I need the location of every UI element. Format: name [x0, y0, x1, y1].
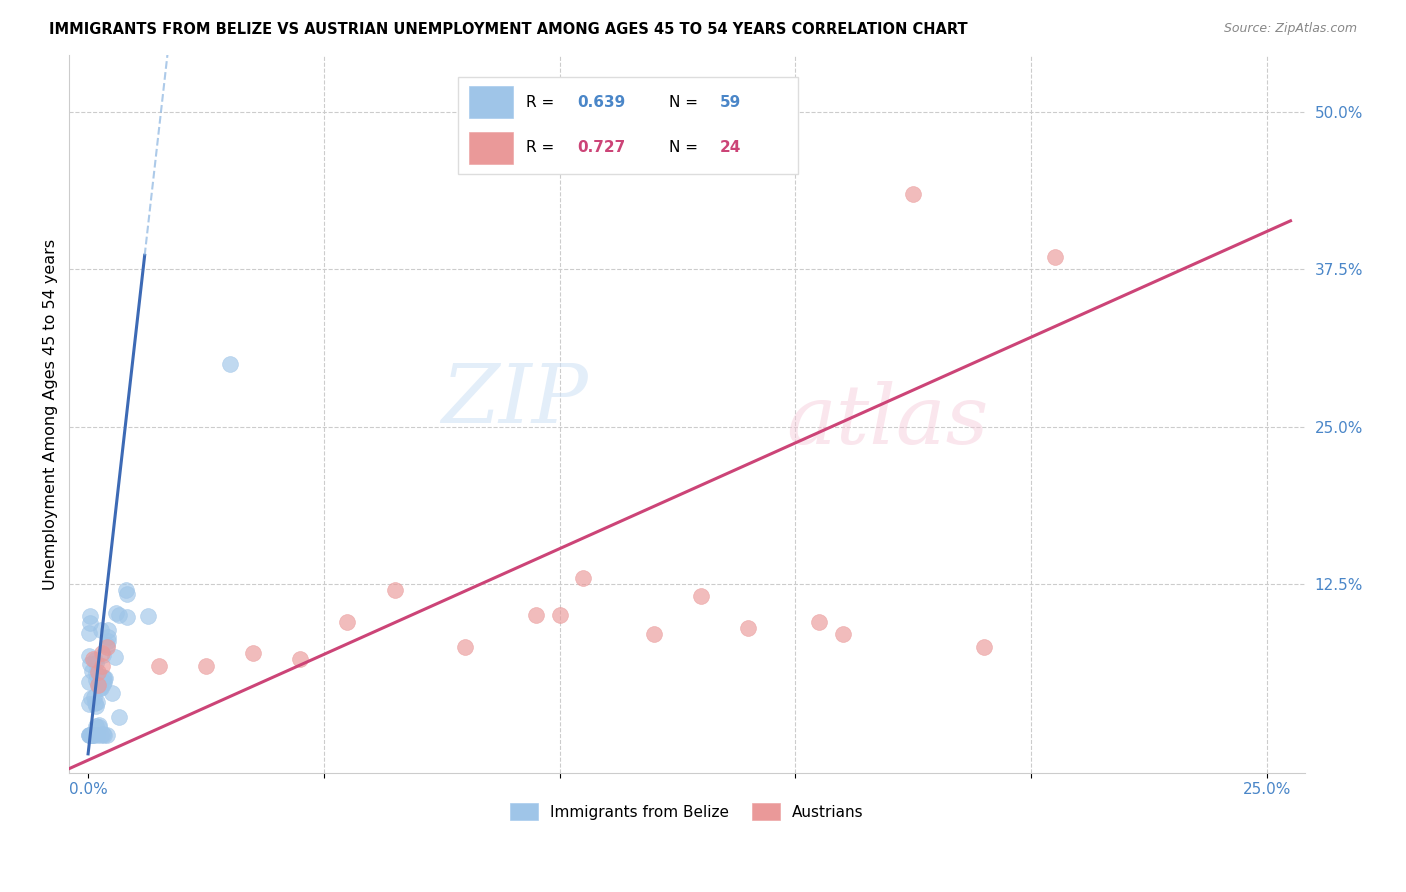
Point	[80, 690, 103, 705]
Point	[643, 627, 665, 641]
Point	[77, 728, 100, 742]
Point	[77, 698, 100, 712]
Point	[82, 728, 104, 742]
Point	[91, 677, 114, 691]
Point	[454, 640, 477, 654]
Point	[86, 695, 108, 709]
Point	[84, 666, 107, 681]
Point	[690, 590, 713, 604]
Point	[77, 648, 100, 663]
Point	[94, 671, 117, 685]
Point	[82, 652, 104, 666]
Point	[86, 665, 108, 679]
Point	[290, 652, 312, 666]
Point	[384, 583, 406, 598]
Point	[524, 608, 547, 623]
Point	[79, 608, 101, 623]
Point	[91, 658, 114, 673]
Point	[148, 658, 170, 673]
Point	[737, 621, 759, 635]
Point	[79, 616, 101, 631]
Point	[77, 675, 100, 690]
Point	[807, 615, 830, 629]
Point	[90, 672, 112, 686]
Point	[96, 728, 118, 742]
Point	[79, 728, 101, 742]
Point	[84, 653, 107, 667]
Point	[91, 646, 114, 660]
Point	[108, 710, 131, 724]
Point	[831, 627, 853, 641]
Point	[93, 727, 115, 741]
Point	[104, 606, 127, 620]
Point	[90, 623, 112, 637]
Point	[117, 610, 139, 624]
Point	[572, 571, 595, 585]
Point	[84, 696, 107, 710]
Text: Source: ZipAtlas.com: Source: ZipAtlas.com	[1223, 22, 1357, 36]
Point	[93, 671, 115, 685]
Point	[90, 728, 112, 742]
Point	[96, 638, 118, 652]
Point	[79, 728, 101, 742]
Point	[973, 640, 995, 654]
Point	[93, 674, 115, 689]
Point	[87, 719, 110, 733]
Text: IMMIGRANTS FROM BELIZE VS AUSTRIAN UNEMPLOYMENT AMONG AGES 45 TO 54 YEARS CORREL: IMMIGRANTS FROM BELIZE VS AUSTRIAN UNEMP…	[49, 22, 967, 37]
Point	[82, 728, 104, 742]
Point	[79, 626, 101, 640]
Point	[115, 582, 138, 597]
Point	[101, 686, 124, 700]
Point	[82, 728, 104, 742]
Point	[87, 718, 110, 732]
Point	[83, 690, 105, 705]
Point	[86, 728, 108, 742]
Point	[91, 670, 114, 684]
Point	[104, 650, 127, 665]
Point	[89, 681, 111, 695]
Point	[97, 630, 120, 644]
Point	[87, 671, 110, 685]
Point	[548, 608, 571, 623]
Point	[84, 656, 107, 670]
Point	[97, 633, 120, 648]
Point	[80, 728, 103, 742]
Point	[1043, 250, 1066, 264]
Point	[93, 728, 115, 742]
Y-axis label: Unemployment Among Ages 45 to 54 years: Unemployment Among Ages 45 to 54 years	[44, 238, 58, 590]
Text: atlas: atlas	[786, 381, 988, 461]
Point	[97, 623, 120, 637]
Point	[86, 678, 108, 692]
Point	[218, 357, 240, 371]
Point	[96, 640, 118, 654]
Point	[89, 680, 111, 694]
Legend: Immigrants from Belize, Austrians: Immigrants from Belize, Austrians	[505, 797, 869, 826]
Point	[903, 186, 925, 201]
Point	[80, 664, 103, 678]
Point	[90, 681, 112, 696]
Point	[79, 657, 101, 671]
Point	[336, 615, 359, 629]
Point	[117, 587, 139, 601]
Point	[84, 698, 107, 713]
Text: ZIP: ZIP	[441, 359, 588, 440]
Point	[138, 609, 160, 624]
Point	[108, 607, 131, 622]
Point	[242, 646, 264, 660]
Point	[194, 658, 217, 673]
Point	[84, 673, 107, 687]
Point	[91, 648, 114, 662]
Point	[79, 728, 101, 742]
Point	[84, 719, 107, 733]
